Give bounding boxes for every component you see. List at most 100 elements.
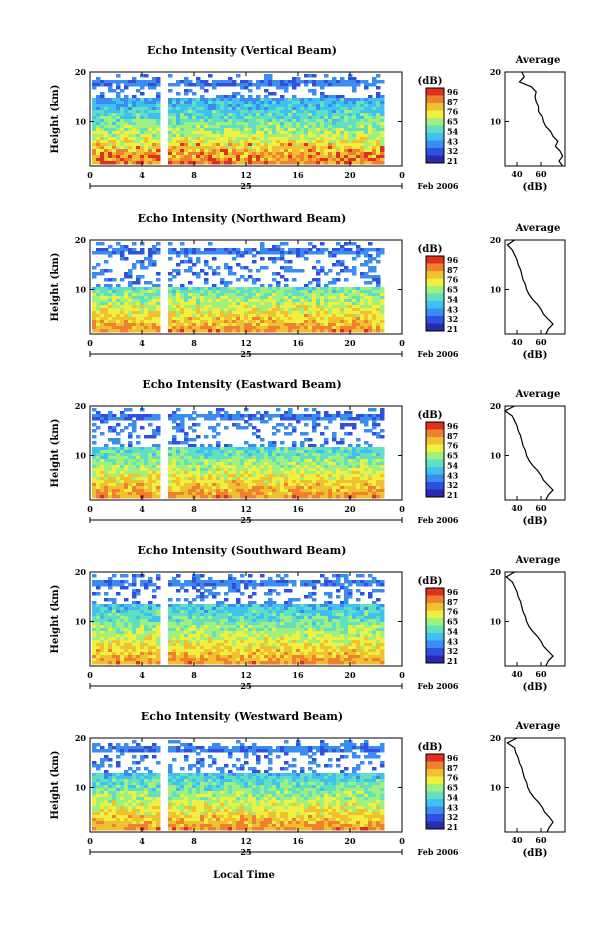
profile-x-tick-label: 60 <box>535 337 547 347</box>
colorbar-swatch <box>426 821 444 830</box>
colorbar-tick-label: 76 <box>447 441 459 451</box>
colorbar-tick-label: 96 <box>447 753 459 763</box>
x-tick-label: 20 <box>344 338 356 348</box>
colorbar-tick-label: 32 <box>447 480 458 490</box>
profile-xlabel: (dB) <box>523 848 548 859</box>
colorbar-swatch <box>426 110 444 119</box>
profile-line <box>505 571 554 667</box>
colorbar-swatch <box>426 256 444 264</box>
x-tick-label: 0 <box>399 836 405 846</box>
x-ticks: 0 4 8 12 16 20 0 <box>87 240 405 348</box>
colorbar-swatch <box>426 618 444 626</box>
profile-line <box>506 239 554 335</box>
average-profile: Average 20 10 40 60 (dB) <box>490 55 566 193</box>
colorbar-tick-label: 21 <box>447 822 458 832</box>
colorbar-tick-label: 76 <box>447 773 459 783</box>
panel-1: Echo Intensity (Northward Beam) Height (k… <box>50 212 566 361</box>
x-tick-label: 12 <box>240 836 251 846</box>
colorbar-swatch <box>426 301 444 309</box>
profile-x-tick-label: 40 <box>511 337 523 347</box>
colorbar-unit: (dB) <box>418 410 443 421</box>
colorbar-swatch <box>426 95 444 104</box>
profile-title: Average <box>515 223 561 234</box>
date-label: Feb 2006 <box>418 181 459 191</box>
x-tick-label: 8 <box>191 170 197 180</box>
y-axis-label: Height (km) <box>50 585 61 654</box>
colorbar-tick-label: 54 <box>447 126 459 136</box>
colorbar-frame <box>425 87 445 164</box>
day-label: 25 <box>240 181 251 191</box>
colorbar-swatch <box>426 308 444 317</box>
profile-title: Average <box>515 55 561 66</box>
colorbar-swatch <box>426 323 444 332</box>
heatmap-cells <box>92 740 385 831</box>
colorbar-unit: (dB) <box>418 244 443 255</box>
colorbar-swatch <box>426 761 444 770</box>
colorbar-tick-label: 54 <box>447 294 459 304</box>
panel-title: Echo Intensity (Vertical Beam) <box>147 44 337 57</box>
x-tick-label: 8 <box>191 504 197 514</box>
colorbar-tick-label: 21 <box>447 156 458 166</box>
x-tick-label: 16 <box>292 836 304 846</box>
colorbar-swatch <box>426 459 444 468</box>
x-ticks: 0 4 8 12 16 20 0 <box>87 72 405 180</box>
profile-frame <box>504 239 566 335</box>
colorbar-swatch <box>426 595 444 604</box>
day-label: 25 <box>240 681 251 691</box>
heatmap-cells <box>92 74 385 165</box>
colorbar-tick-label: 65 <box>447 451 458 461</box>
colorbar-swatch <box>426 293 444 302</box>
panel-2: Echo Intensity (Eastward Beam) Height (km… <box>50 378 566 527</box>
date-label: Feb 2006 <box>418 515 459 525</box>
colorbar-tick-label: 87 <box>447 431 458 441</box>
y-axis-label: Height (km) <box>50 253 61 322</box>
colorbar-tick-label: 21 <box>447 324 458 334</box>
profile-y-tick-label: 20 <box>490 733 502 743</box>
y-tick-label: 10 <box>75 450 87 460</box>
x-tick-label: 16 <box>292 504 304 514</box>
profile-x-tick-label: 40 <box>511 503 523 513</box>
panel-4: Echo Intensity (Westward Beam) Height (km… <box>50 710 566 859</box>
y-tick-label: 20 <box>75 567 87 577</box>
y-axis-label: Height (km) <box>50 419 61 488</box>
profile-x-tick-label: 40 <box>511 169 523 179</box>
profile-title: Average <box>515 721 561 732</box>
average-profile: Average 20 10 40 60 (dB) <box>490 223 566 361</box>
colorbar-tick-label: 65 <box>447 617 458 627</box>
colorbar-swatch <box>426 754 444 762</box>
colorbar-swatch <box>426 278 444 287</box>
x-tick-label: 12 <box>240 170 251 180</box>
x-tick-label: 0 <box>87 504 93 514</box>
colorbar-swatch <box>426 625 444 634</box>
profile-x-tick-label: 60 <box>535 503 547 513</box>
colorbar-tick-label: 54 <box>447 792 459 802</box>
x-tick-label: 20 <box>344 170 356 180</box>
profile-line <box>518 71 564 167</box>
x-tick-label: 4 <box>139 836 145 846</box>
profile-x-tick-label: 40 <box>511 669 523 679</box>
colorbar-swatch <box>426 610 444 619</box>
colorbar-swatch <box>426 640 444 649</box>
colorbar-swatch <box>426 263 444 272</box>
colorbar-tick-label: 54 <box>447 460 459 470</box>
colorbar-swatch <box>426 88 444 96</box>
x-tick-label: 16 <box>292 170 304 180</box>
x-tick-label: 20 <box>344 836 356 846</box>
colorbar-tick-label: 76 <box>447 275 459 285</box>
x-tick-label: 0 <box>399 170 405 180</box>
panel-3: Echo Intensity (Southward Beam) Height (k… <box>50 544 566 693</box>
x-tick-label: 0 <box>87 170 93 180</box>
colorbar-tick-label: 76 <box>447 607 459 617</box>
x-tick-label: 8 <box>191 670 197 680</box>
x-tick-label: 0 <box>87 338 93 348</box>
profile-frame <box>504 737 566 833</box>
y-tick-label: 10 <box>75 116 87 126</box>
profile-y-tick-label: 20 <box>490 401 502 411</box>
profile-y-tick-label: 20 <box>490 567 502 577</box>
profile-y-tick-label: 10 <box>490 782 502 792</box>
